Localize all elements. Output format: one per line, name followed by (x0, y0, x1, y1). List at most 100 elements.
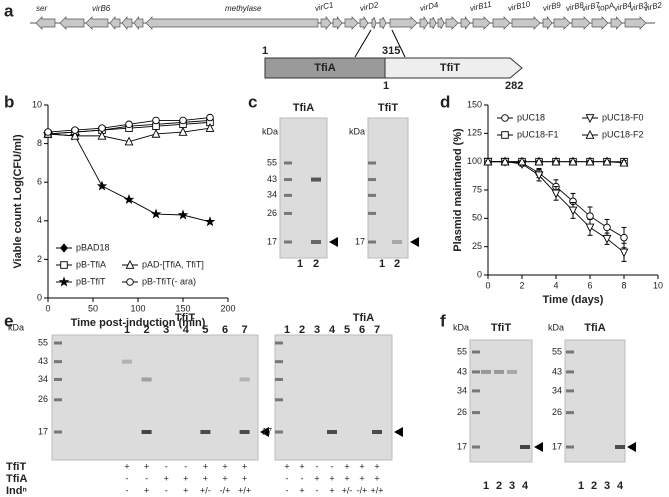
marker-label: 17 (457, 441, 467, 451)
lane-label: 2 (591, 480, 597, 492)
kda-label: kDa (453, 322, 469, 332)
band-arrow (627, 442, 636, 452)
x-tick-label: 200 (220, 303, 235, 313)
marker-label: 17 (267, 236, 277, 246)
marker (151, 128, 161, 138)
ladder-band (284, 178, 292, 182)
marker (96, 180, 108, 191)
legend-label: pUC18-F0 (602, 112, 644, 122)
sign: - (301, 473, 304, 483)
gel (274, 334, 393, 461)
kda-label: kDa (349, 126, 365, 136)
lane-label: 2 (313, 258, 319, 270)
sign: - (165, 485, 168, 495)
legend-label: pBAD18 (76, 242, 110, 252)
marker (60, 243, 68, 253)
sign: +/+ (238, 485, 251, 495)
marker (501, 131, 509, 139)
gene-arrow (610, 16, 623, 30)
marker (126, 278, 134, 286)
marker (585, 129, 595, 139)
marker (585, 223, 595, 233)
marker-label: 26 (38, 394, 48, 404)
sample-band (239, 377, 250, 382)
marker (501, 114, 509, 122)
gene-arrow (542, 15, 553, 31)
gene-label: virC1 (314, 0, 334, 13)
gel-title: TfiT (378, 102, 398, 114)
y-tick-label: 150 (467, 99, 482, 109)
x-tick-label: 50 (88, 303, 98, 313)
gel-title: TfiT (491, 322, 511, 334)
ladder-band (368, 178, 376, 182)
sign: + (183, 485, 188, 495)
y-tick-label: 75 (472, 184, 482, 194)
legend-label: pUC18 (517, 112, 545, 122)
lane-label: 1 (297, 258, 303, 270)
sign: + (164, 473, 169, 483)
gel (279, 117, 328, 259)
ladder-band (472, 411, 480, 415)
panel-label: c (248, 92, 257, 111)
ladder-band (566, 411, 574, 415)
lane-label: 5 (202, 324, 208, 336)
ladder-band (566, 370, 574, 374)
sign: + (222, 461, 227, 471)
sample-band (372, 430, 382, 434)
marker (125, 259, 135, 269)
marker (70, 130, 80, 140)
gene-label: virB8 (565, 0, 585, 13)
lane-label: 2 (496, 480, 502, 492)
marker (71, 126, 79, 134)
gel (367, 117, 409, 259)
gene-arrow (35, 16, 56, 30)
gene-label: virD4 (419, 0, 440, 13)
gene-arrow (571, 16, 591, 30)
gene-label: virB6 (92, 4, 111, 13)
marker (483, 156, 493, 166)
sample-band (141, 430, 152, 434)
sign: + (344, 473, 349, 483)
operon-junction: 315 (382, 45, 400, 57)
y-tick-label: 125 (467, 128, 482, 138)
x-axis-label: Time post-induction (min) (71, 317, 206, 329)
tfit-label: TfiT (440, 62, 460, 74)
marker (619, 157, 629, 167)
x-tick-label: 8 (621, 280, 626, 290)
zoom-line (354, 29, 372, 58)
lane-label: 3 (604, 480, 610, 492)
lane-label: 4 (522, 480, 529, 492)
gene-arrow (379, 16, 387, 30)
gene-label: virD2 (359, 0, 380, 13)
marker (551, 156, 561, 166)
gene-arrow (511, 16, 541, 30)
marker-label: 43 (38, 356, 48, 366)
ladder-band (54, 398, 62, 402)
sign: + (359, 461, 364, 471)
panel-label: a (4, 1, 14, 20)
gel (51, 334, 259, 461)
x-tick-label: 100 (130, 303, 145, 313)
x-tick-label: 150 (175, 303, 190, 313)
tfia-label: TfiA (314, 62, 335, 74)
lane-label: 1 (379, 258, 385, 270)
marker-label: 43 (457, 366, 467, 376)
ladder-band (566, 350, 574, 354)
marker (534, 171, 544, 181)
sign: - (286, 473, 289, 483)
legend-label: pUC18-F2 (602, 129, 644, 139)
panel-label: e (4, 311, 13, 330)
marker (152, 116, 160, 125)
lane-label: 2 (394, 258, 400, 270)
sign: + (284, 461, 289, 471)
sign: - (286, 485, 289, 495)
gel-title: TfiA (293, 102, 314, 114)
lane-label: 5 (344, 324, 350, 336)
sign: + (183, 473, 188, 483)
sample-band (141, 377, 152, 382)
sign: + (242, 473, 247, 483)
ladder-band (566, 389, 574, 393)
marker-label: 43 (552, 366, 562, 376)
marker-label: 55 (38, 337, 48, 347)
